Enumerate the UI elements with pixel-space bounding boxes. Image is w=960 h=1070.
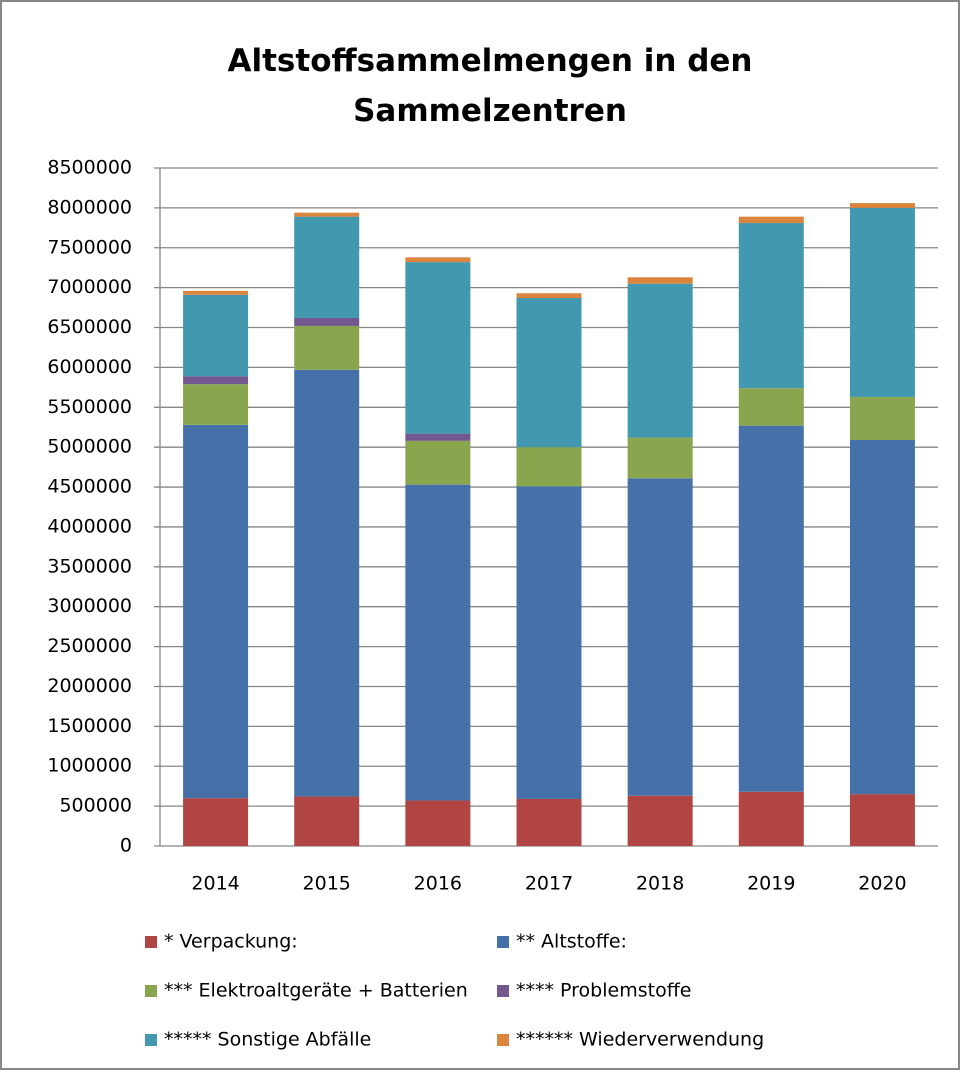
x-tick-label: 2016 [414,873,462,895]
bar-segment [183,424,249,799]
bar-segment [738,223,804,389]
y-tick-label: 4500000 [47,476,132,498]
y-tick-label: 7000000 [47,276,132,298]
legend-swatch [497,1034,509,1046]
legend-swatch [497,936,509,948]
bar-segment [516,798,582,846]
y-tick-label: 8500000 [47,157,132,179]
x-tick-label: 2014 [191,873,239,895]
bar-segment [405,800,471,846]
y-tick-label: 5500000 [47,396,132,418]
bar-segment [849,207,915,397]
bar-segment [738,425,804,792]
bar-segment [849,794,915,846]
bar-segment [405,257,471,263]
y-tick-label: 500000 [59,795,132,817]
x-tick-label: 2020 [858,873,906,895]
bar-segment [516,293,582,299]
legend-swatch [145,985,157,997]
bar-segment [294,369,360,797]
bar-segment [849,203,915,208]
x-tick-label: 2018 [636,873,684,895]
bar-segment [405,433,471,441]
legend-label: ***** Sonstige Abfälle [164,1029,371,1051]
bar-segment [516,298,582,448]
bar-segment [849,439,915,795]
bar-segment [516,486,582,799]
y-tick-label: 6000000 [47,356,132,378]
bar-segment [627,277,693,284]
bar-segment [294,317,360,326]
y-tick-label: 1500000 [47,715,132,737]
x-tick-label: 2015 [303,873,351,895]
y-tick-label: 5000000 [47,436,132,458]
y-tick-label: 1000000 [47,755,132,777]
bar-segment [738,791,804,846]
bar-segment [294,325,360,370]
legend-swatch [145,936,157,948]
bar-segment [183,798,249,846]
bar-segment [849,396,915,440]
bar-segment [738,216,804,224]
bar-segment [738,388,804,426]
y-tick-label: 7500000 [47,236,132,258]
bar-segment [405,262,471,434]
y-tick-label: 0 [120,835,132,857]
y-tick-label: 2000000 [47,675,132,697]
x-tick-label: 2017 [525,873,573,895]
legend-label: **** Problemstoffe [516,980,691,1002]
bar-segment [294,216,360,318]
bar-segment [405,440,471,485]
y-tick-label: 2500000 [47,635,132,657]
bar-segment [627,437,693,479]
bar-segment [627,795,693,846]
legend-label: * Verpackung: [164,931,298,953]
bar-segment [627,283,693,438]
bar-segment [516,447,582,487]
bar-segment [294,212,360,217]
legend-label: *** Elektroaltgeräte + Batterien [164,980,468,1002]
bar-segment [183,290,249,295]
y-tick-label: 6500000 [47,316,132,338]
legend-label: ****** Wiederverwendung [516,1029,764,1051]
bar-segment [294,796,360,846]
chart-title: Altstoffsammelmengen in den Sammelzentre… [227,43,753,129]
legend-swatch [145,1034,157,1046]
bar-segment [183,294,249,377]
x-tick-label: 2019 [747,873,795,895]
legend-label: ** Altstoffe: [516,931,627,953]
bar-segment [183,384,249,425]
y-tick-label: 3000000 [47,595,132,617]
bar-segment [183,376,249,385]
y-tick-label: 3500000 [47,555,132,577]
legend-swatch [497,985,509,997]
bar-segment [405,484,471,801]
y-tick-label: 4000000 [47,515,132,537]
bar-segment [627,478,693,796]
y-tick-label: 8000000 [47,196,132,218]
